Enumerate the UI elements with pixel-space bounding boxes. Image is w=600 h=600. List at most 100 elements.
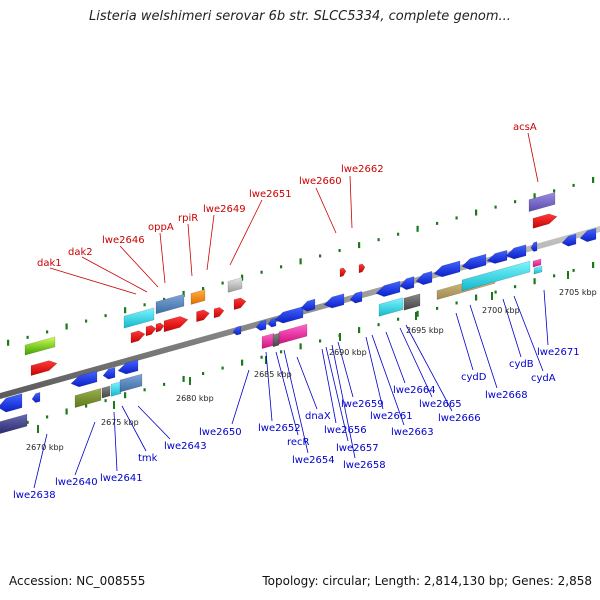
gene-arrow: [117, 359, 139, 375]
gene-box: [278, 323, 308, 345]
gene-box: [101, 385, 111, 399]
gene-label-lwe2671[interactable]: lwe2671: [537, 347, 580, 358]
gene-label-cydD[interactable]: cydD: [461, 372, 487, 383]
leader-line: [206, 214, 215, 271]
leader-line: [543, 289, 549, 346]
scale-tick: [567, 271, 569, 279]
gene-arrow: [433, 260, 461, 278]
gene-label-lwe2664[interactable]: lwe2664: [393, 385, 436, 396]
scale-label: 2685 kbp: [254, 370, 292, 379]
gene-label-tmk[interactable]: tmk: [138, 453, 158, 464]
gene-label-lwe2651[interactable]: lwe2651: [249, 189, 292, 200]
scale-tick: [415, 312, 417, 320]
gene-label-lwe2656[interactable]: lwe2656: [324, 425, 367, 436]
gene-arrow: [232, 325, 242, 336]
scale-label: 2695 kbp: [406, 326, 444, 335]
guide-dot: [299, 258, 302, 265]
gene-label-lwe2646[interactable]: lwe2646: [102, 235, 145, 246]
guide-dot: [104, 314, 107, 318]
gene-label-lwe2661[interactable]: lwe2661: [370, 411, 413, 422]
gene-label-oppA[interactable]: oppA: [148, 222, 174, 233]
gene-box: [0, 413, 28, 434]
gene-label-lwe2657[interactable]: lwe2657: [336, 443, 379, 454]
gene-label-lwe2640[interactable]: lwe2640: [55, 477, 98, 488]
gene-label-lwe2668[interactable]: lwe2668: [485, 390, 528, 401]
gene-arrow: [415, 270, 433, 285]
leader-line: [527, 132, 539, 183]
leader-line: [49, 267, 137, 295]
guide-dot: [416, 225, 419, 232]
guide-dot: [494, 290, 497, 294]
gene-arrow: [163, 316, 189, 333]
gene-label-cydB[interactable]: cydB: [509, 359, 534, 370]
guide-dot: [26, 335, 29, 339]
gene-label-rpiR[interactable]: rpiR: [178, 213, 198, 224]
guide-dot: [553, 189, 556, 193]
scale-label: 2670 kbp: [26, 443, 64, 452]
guide-dot: [475, 294, 478, 301]
gene-label-lwe2638[interactable]: lwe2638: [13, 490, 56, 501]
gene-label-lwe2663[interactable]: lwe2663: [391, 427, 434, 438]
guide-dot: [104, 399, 107, 403]
gene-label-lwe2659[interactable]: lwe2659: [341, 399, 384, 410]
gene-label-acsA[interactable]: acsA: [513, 122, 537, 133]
gene-box: [533, 265, 543, 275]
gene-box: [528, 192, 556, 212]
gene-label-lwe2641[interactable]: lwe2641: [100, 473, 143, 484]
guide-dot: [533, 193, 536, 200]
gene-label-lwe2652[interactable]: lwe2652: [258, 423, 301, 434]
guide-dot: [514, 285, 517, 289]
guide-dot: [182, 375, 185, 382]
gene-label-lwe2665[interactable]: lwe2665: [419, 399, 462, 410]
gene-arrow: [130, 330, 146, 344]
gene-label-lwe2662[interactable]: lwe2662: [341, 164, 384, 175]
gene-arrow: [102, 367, 116, 380]
gene-label-lwe2654[interactable]: lwe2654: [292, 455, 335, 466]
gene-arrow: [233, 297, 247, 310]
guide-dot: [494, 205, 497, 209]
gene-arrow: [461, 253, 487, 270]
gene-box: [261, 333, 275, 349]
gene-label-dak1[interactable]: dak1: [37, 258, 62, 269]
guide-dot: [202, 372, 205, 376]
gene-box: [119, 373, 143, 393]
gene-arrow: [0, 393, 23, 413]
scale-tick: [491, 292, 493, 300]
guide-dot: [85, 404, 88, 408]
dotted-guides: [7, 176, 595, 431]
scale-label: 2680 kbp: [176, 394, 214, 403]
gene-label-dnaX[interactable]: dnaX: [305, 411, 331, 422]
leader-line: [371, 334, 405, 426]
guide-dot: [260, 355, 263, 359]
leader-line: [331, 344, 356, 459]
gene-label-lwe2660[interactable]: lwe2660: [299, 176, 342, 187]
genome-summary: Topology: circular; Length: 2,814,130 bp…: [262, 574, 592, 588]
gene-arrow: [300, 298, 316, 312]
gene-arrow: [323, 293, 345, 309]
guide-dot: [7, 339, 10, 346]
leader-line: [113, 411, 118, 472]
guide-dot: [436, 306, 439, 310]
guide-dot: [85, 319, 88, 323]
leader-line: [265, 351, 273, 422]
gene-label-lwe2650[interactable]: lwe2650: [199, 427, 242, 438]
label-leaders: [33, 132, 549, 489]
gene-arrow: [530, 241, 538, 252]
guide-dot: [299, 343, 302, 350]
leader-line: [74, 421, 96, 476]
gene-label-lwe2658[interactable]: lwe2658: [343, 460, 386, 471]
guide-dot: [163, 297, 166, 301]
gene-label-cydA[interactable]: cydA: [531, 373, 556, 384]
leader-line: [81, 256, 148, 293]
gene-label-recR[interactable]: recR: [287, 437, 310, 448]
leader-line: [502, 298, 522, 358]
leader-line: [137, 405, 171, 440]
guide-dot: [416, 310, 419, 317]
gene-label-lwe2666[interactable]: lwe2666: [438, 413, 481, 424]
gene-arrow: [486, 249, 508, 264]
gene-label-lwe2643[interactable]: lwe2643: [164, 441, 207, 452]
gene-box: [403, 293, 421, 311]
gene-label-dak2[interactable]: dak2: [68, 247, 93, 258]
gene-label-lwe2649[interactable]: lwe2649: [203, 204, 246, 215]
leader-line: [399, 327, 433, 398]
